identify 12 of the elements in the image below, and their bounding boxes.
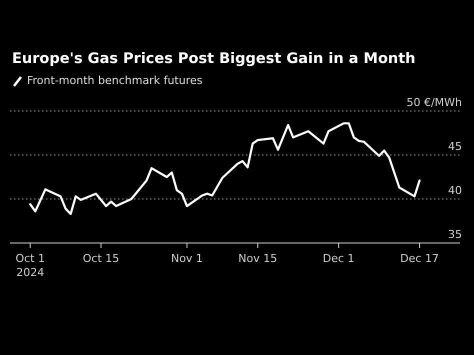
x-tick-label: Nov 15 [238,252,278,265]
x-tick-label: Oct 15 [82,252,120,265]
y-tick-label: 40 [448,184,462,197]
chart-title: Europe's Gas Prices Post Biggest Gain in a Month [12,51,416,67]
legend-label: Front-month benchmark futures [27,74,203,87]
x-tick-label: Dec 1 [322,252,355,265]
x-tick-label: Nov 1 [170,252,203,265]
x-tick-label: Dec 17 [400,252,439,265]
x-tick-label: Oct 1 2024 [15,252,45,279]
y-tick-label: 35 [448,228,462,241]
y-tick-label: 50 €/MWh [406,96,462,109]
y-tick-label: 45 [448,140,462,153]
